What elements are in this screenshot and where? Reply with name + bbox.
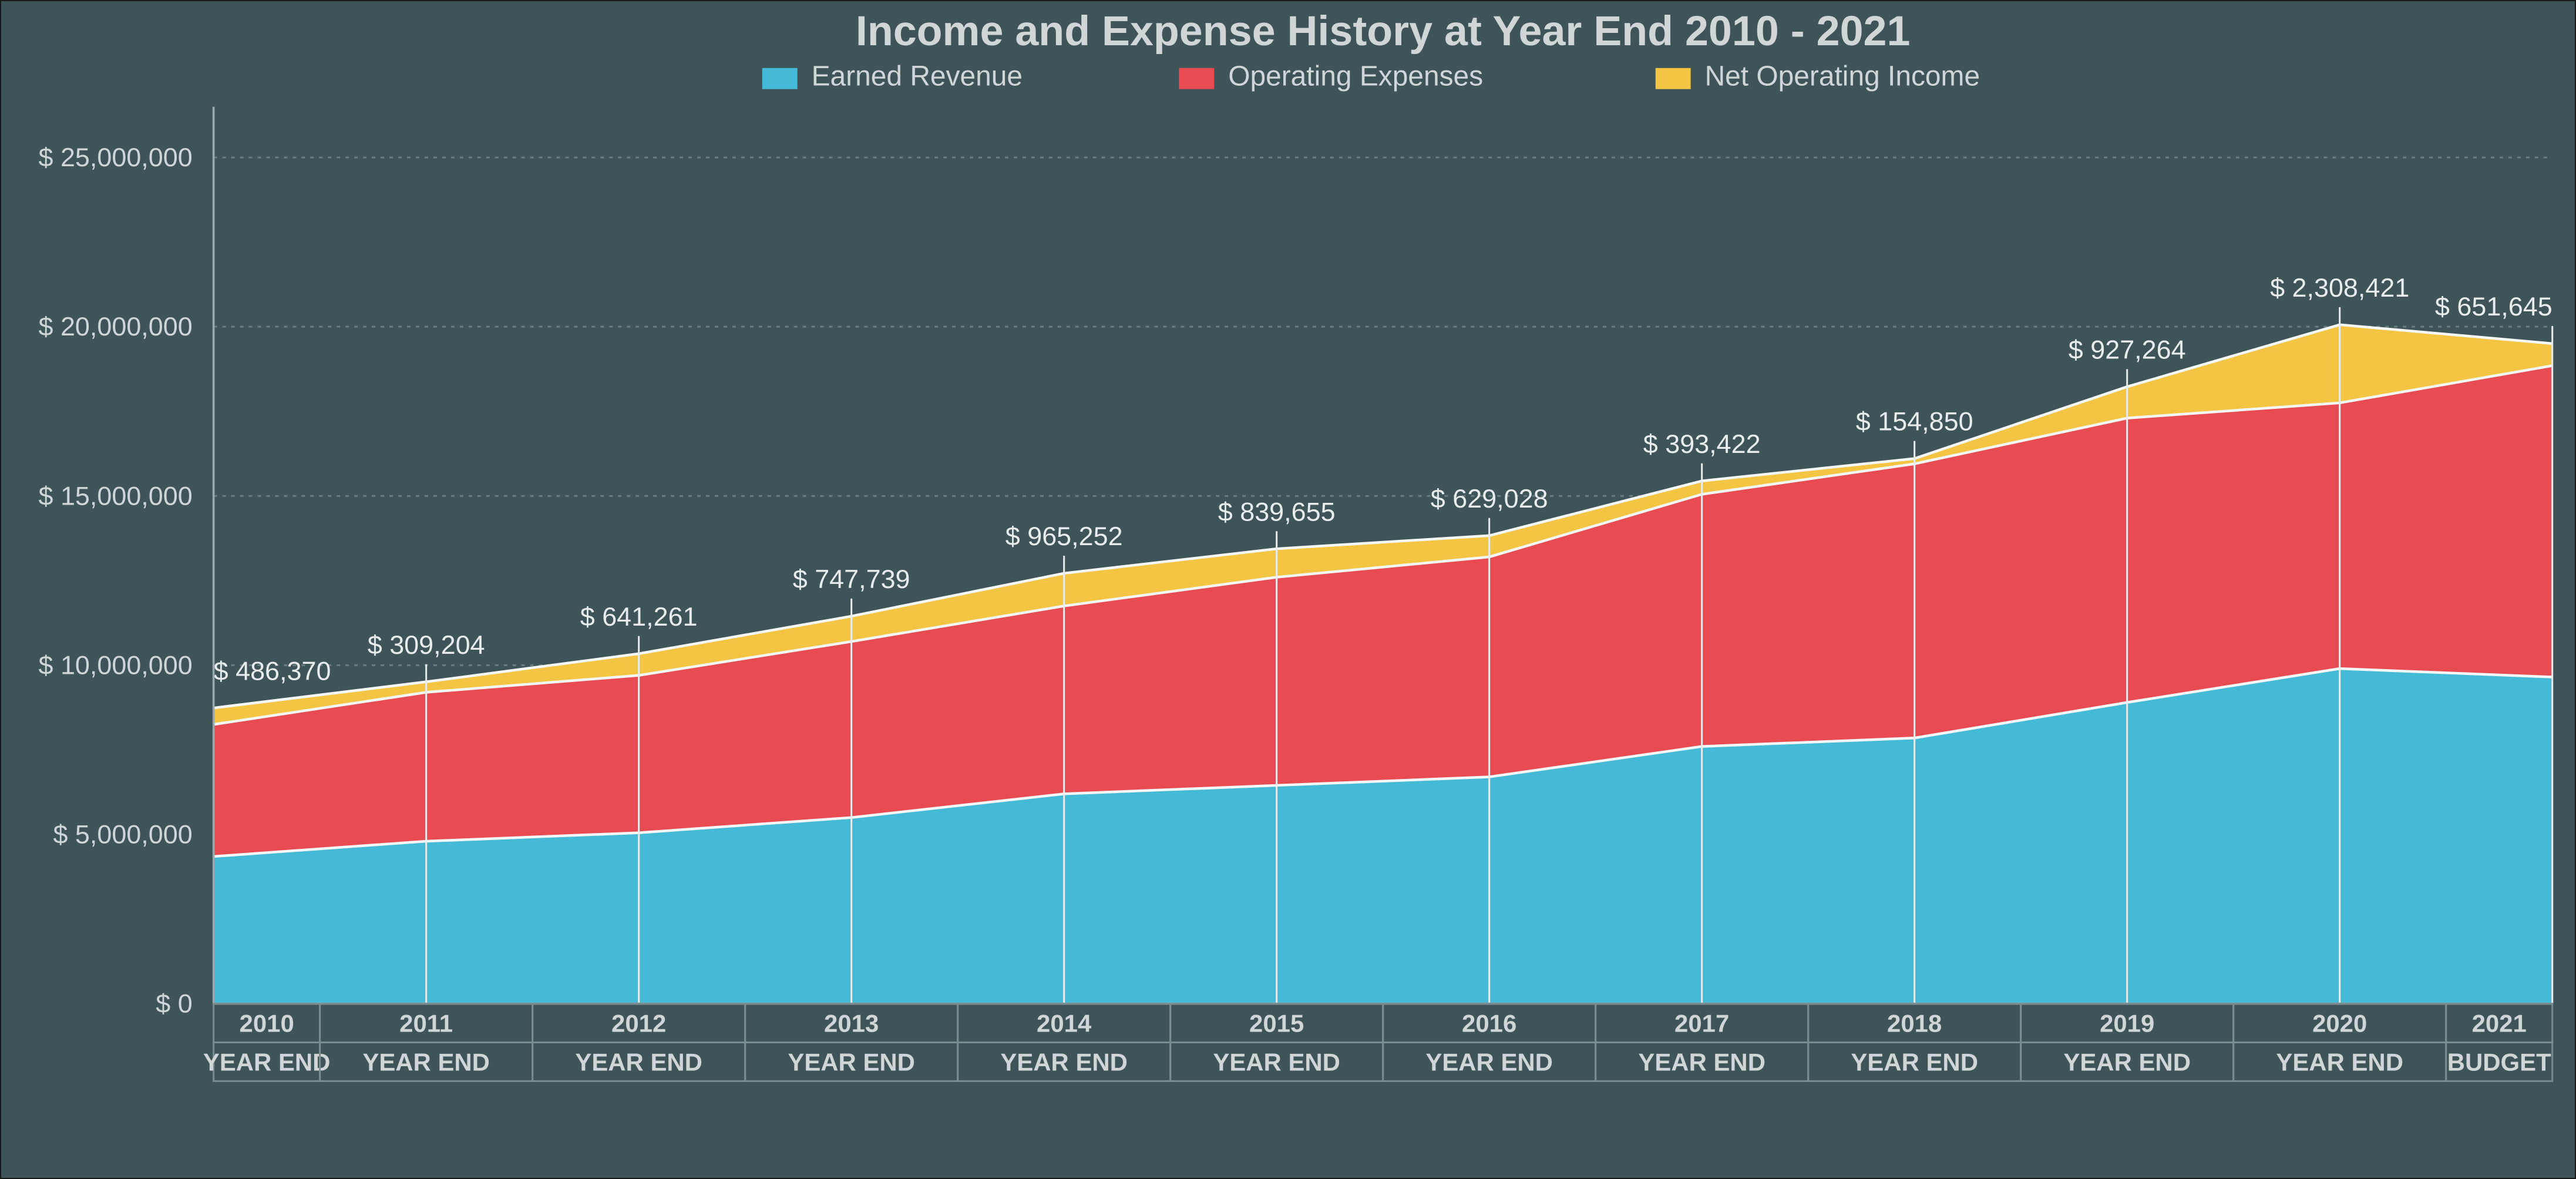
x-label-type: YEAR END bbox=[362, 1048, 490, 1076]
x-label-year: 2012 bbox=[611, 1009, 666, 1037]
y-tick-label: $ 5,000,000 bbox=[53, 819, 192, 849]
y-tick-label: $ 25,000,000 bbox=[39, 142, 193, 172]
x-label-year: 2011 bbox=[399, 1009, 453, 1037]
legend-label: Earned Revenue bbox=[812, 61, 1023, 92]
chart-title: Income and Expense History at Year End 2… bbox=[856, 8, 1911, 55]
x-label-year: 2010 bbox=[240, 1009, 294, 1037]
point-label: $ 747,739 bbox=[793, 564, 910, 594]
x-label-type: YEAR END bbox=[1213, 1048, 1340, 1076]
point-label: $ 965,252 bbox=[1005, 521, 1123, 551]
point-label: $ 486,370 bbox=[214, 656, 331, 686]
x-label-year: 2016 bbox=[1462, 1009, 1516, 1037]
point-label: $ 393,422 bbox=[1643, 429, 1761, 459]
x-label-type: YEAR END bbox=[1425, 1048, 1553, 1076]
point-label: $ 651,645 bbox=[2435, 291, 2553, 321]
point-label: $ 154,850 bbox=[1856, 407, 1973, 436]
x-label-type: YEAR END bbox=[1000, 1048, 1128, 1076]
x-label-year: 2018 bbox=[1887, 1009, 1942, 1037]
point-label: $ 2,308,421 bbox=[2270, 273, 2409, 303]
x-label-year: 2014 bbox=[1037, 1009, 1092, 1037]
point-label: $ 839,655 bbox=[1218, 496, 1336, 526]
x-label-year: 2019 bbox=[2100, 1009, 2154, 1037]
y-tick-label: $ 20,000,000 bbox=[39, 311, 193, 341]
y-tick-label: $ 10,000,000 bbox=[39, 650, 193, 680]
x-label-year: 2020 bbox=[2312, 1009, 2367, 1037]
x-label-type: YEAR END bbox=[1638, 1048, 1765, 1076]
y-tick-label: $ 15,000,000 bbox=[39, 481, 193, 510]
legend-swatch bbox=[762, 68, 798, 89]
point-label: $ 927,264 bbox=[2069, 334, 2186, 364]
x-label-year: 2017 bbox=[1674, 1009, 1729, 1037]
x-label-type: YEAR END bbox=[575, 1048, 702, 1076]
income-expense-chart: $ 0 $ 5,000,000 $ 10,000,000 $ 15,000,000 $ … bbox=[1, 1, 2575, 1178]
point-label: $ 309,204 bbox=[368, 630, 485, 660]
x-label-type: YEAR END bbox=[788, 1048, 915, 1076]
point-label: $ 641,261 bbox=[580, 602, 698, 632]
legend: Earned Revenue Operating Expenses Net Oper… bbox=[762, 61, 1980, 92]
chart-container: $ 0 $ 5,000,000 $ 10,000,000 $ 15,000,000 $ … bbox=[0, 0, 2576, 1179]
x-label-type: YEAR END bbox=[2063, 1048, 2191, 1076]
legend-swatch bbox=[1656, 68, 1691, 89]
y-tick-label: $ 0 bbox=[156, 989, 192, 1019]
x-label-type: YEAR END bbox=[2276, 1048, 2403, 1076]
legend-swatch bbox=[1179, 68, 1214, 89]
legend-label: Net Operating Income bbox=[1705, 61, 1980, 92]
x-label-year: 2015 bbox=[1249, 1009, 1304, 1037]
x-label-year: 2021 bbox=[2472, 1009, 2527, 1037]
stacked-areas bbox=[214, 325, 2553, 1004]
x-label-type: YEAR END bbox=[203, 1048, 331, 1076]
x-label-type: YEAR END bbox=[1851, 1048, 1978, 1076]
x-label-type: BUDGET bbox=[2447, 1048, 2551, 1076]
point-label: $ 629,028 bbox=[1431, 483, 1548, 513]
legend-label: Operating Expenses bbox=[1228, 61, 1483, 92]
x-axis-labels: 2010 YEAR END 2011 YEAR END 2012 YEAR END 2013… bbox=[203, 1004, 2553, 1081]
x-label-year: 2013 bbox=[824, 1009, 879, 1037]
